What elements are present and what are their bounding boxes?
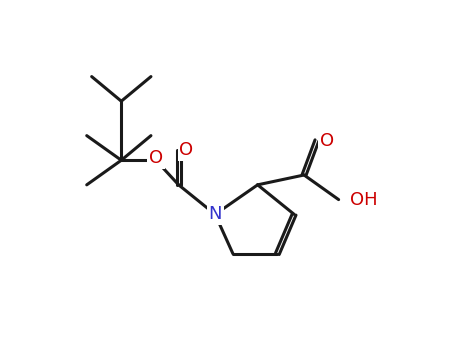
- Text: OH: OH: [350, 191, 378, 209]
- Text: O: O: [149, 149, 163, 167]
- Text: O: O: [179, 141, 193, 159]
- Text: O: O: [320, 132, 334, 149]
- Text: N: N: [208, 205, 222, 223]
